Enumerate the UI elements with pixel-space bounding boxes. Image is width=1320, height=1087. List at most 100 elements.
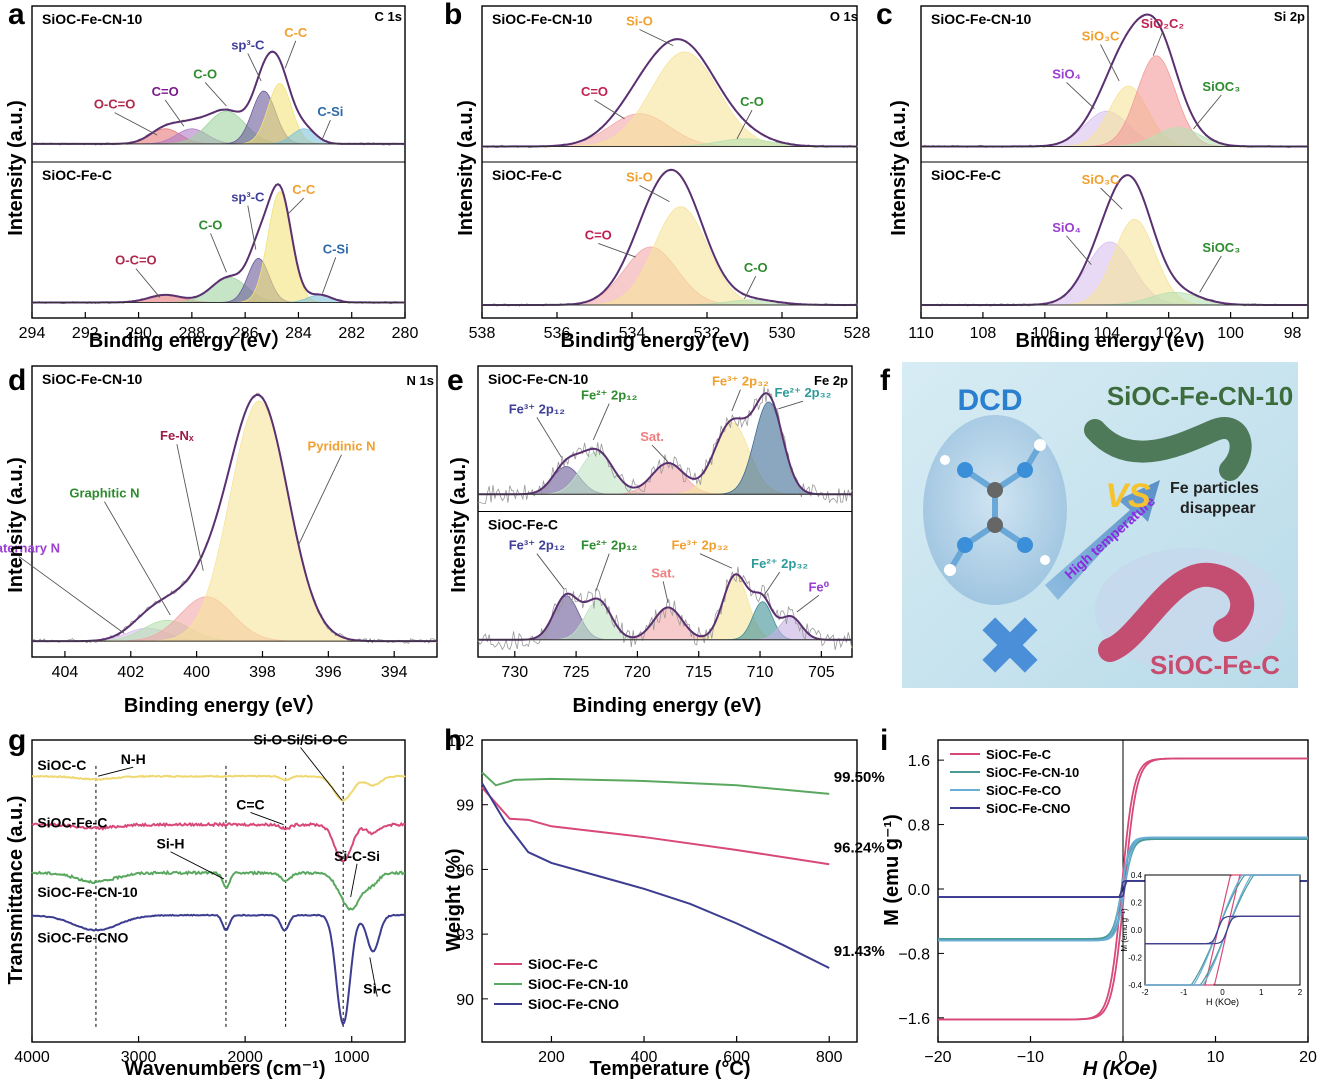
x-tick-label: 294 (19, 325, 46, 342)
x-tick-label: 2000 (227, 1049, 263, 1066)
peak-label-arrow (598, 243, 636, 258)
sample-name: SiOC-Fe-CN-10 (931, 11, 1032, 27)
peak-label: Fe³⁺ 2p₁₂ (509, 538, 566, 553)
inset-y-tick-label: 0.4 (1131, 871, 1143, 880)
plot-frame (481, 739, 858, 1043)
peak-label-arrow (1066, 82, 1095, 109)
peak-label-arrow (662, 581, 669, 603)
vsm-hysteresis-plot: −20 −10 0 10 20−1.6−0.80.00.81.6 SiOC-Fe-CSiO… (898, 739, 1317, 1066)
peak-SiO3C (921, 218, 1308, 306)
peak-Si-O (482, 51, 857, 147)
peak-label: Si-O (626, 169, 653, 184)
peak-label: C=O (585, 227, 612, 242)
inset-series-SiOC-Fe-CO (1145, 874, 1300, 986)
peak-label: Fe³⁺ 2p₃₂ (671, 538, 728, 553)
x-tick-label: 536 (544, 325, 571, 342)
dcd-molecule-icon (940, 439, 1050, 576)
peak-label: Fe²⁺ 2p₃₂ (774, 385, 831, 400)
y-tick-label: 99 (456, 798, 474, 815)
x-tick-label: −10 (1017, 1049, 1044, 1066)
x-tick-label: 280 (392, 325, 419, 342)
band-label: C=C (236, 796, 264, 812)
sioc-fe-c-fiber-icon (1098, 562, 1255, 662)
peak-label-arrow (536, 553, 565, 590)
band-label: SiOC-C (37, 757, 86, 773)
peak-label-arrow (731, 389, 741, 412)
peak-label-arrow (114, 112, 158, 136)
peak-label-arrow (298, 454, 342, 545)
series-SiOC-Fe-C (481, 786, 830, 866)
peak-label: C=O (581, 84, 608, 99)
vs-text: VS (1105, 477, 1151, 515)
legend-label: SiOC-Fe-CNO (986, 801, 1071, 816)
peak-label-arrow (135, 268, 161, 298)
y-axis-label: Intensity (a.u.) (455, 100, 477, 236)
inset-y-label: M (emu g⁻¹) (1120, 908, 1129, 952)
x-tick-label: 108 (970, 325, 997, 342)
xps-c1s-plot: 294 292 290 288 286 284 282 280 SiOC-Fe-CN-10 O-C… (19, 5, 419, 342)
x-tick-label: 288 (179, 325, 206, 342)
peak-label-arrow (744, 275, 757, 299)
high-temperature-arrow-icon (1045, 480, 1160, 600)
peak-label: Fe³⁺ 2p₃₂ (712, 374, 769, 389)
sample-name: SiOC-Fe-C (488, 517, 558, 533)
peak-label-arrow (247, 205, 257, 250)
element-label: O 1s (830, 9, 858, 24)
element-label: N 1s (407, 373, 434, 388)
xps-si2p-plot: 110 108 106 104 102 100 98SiOC-Fe-CN-10SiO₃CSi… (908, 5, 1309, 342)
peak-label-arrow (1152, 31, 1163, 56)
peak-label: Fe²⁺ 2p₁₂ (581, 388, 638, 403)
x-tick-label: 3000 (121, 1049, 157, 1066)
y-tick-label: 96 (456, 862, 474, 879)
ftir-plot: 4000 3000 2000 1000 SiOC-C SiOC-Fe-C SiOC-Fe-C… (14, 732, 406, 1066)
peak-label: SiOC₃ (1202, 240, 1240, 255)
element-label: Fe 2p (814, 373, 848, 388)
element-label: C 1s (375, 9, 402, 24)
x-tick-label: 530 (769, 325, 796, 342)
end-value-label: 99.50% (834, 769, 885, 786)
peak-label-arrow (763, 571, 781, 597)
peak-label: SiO₄ (1052, 220, 1081, 235)
peak-label-arrow (321, 120, 331, 140)
peak-label: SiOC₃ (1202, 79, 1240, 94)
peak-SiO3C (921, 85, 1308, 147)
band-label-arrow (97, 766, 134, 777)
xps-o1s-plot: 538 536 534 532 530 528 SiOC-Fe-CN-10 Si-O C=O C-… (469, 5, 870, 342)
x-tick-label: 710 (747, 664, 774, 681)
y-axis-label: Weight (%) (443, 849, 465, 952)
inset-y-tick-label: 0.2 (1131, 899, 1143, 908)
peak-label-arrow (778, 400, 804, 410)
inset-x-label: H (KOe) (1206, 997, 1239, 1007)
x-tick-label: 396 (315, 664, 342, 681)
xps-n1s-plot: 404 402 400 398 396 394 SiOC-Fe-CN-10 Pyridinic… (0, 365, 438, 681)
band-label: Si-C-Si (334, 848, 380, 864)
peak-label: Quaternary N (0, 540, 60, 555)
panel-g: g 4000 3000 2000 1000 SiOC-C SiOC-Fe-C SiOC-Fe… (5, 724, 406, 1080)
panel-letter-c: c (876, 0, 893, 31)
x-tick-label: 400 (183, 664, 210, 681)
panel-letter-d: d (8, 364, 26, 397)
x-axis-label: Binding energy (eV) (561, 330, 750, 352)
peak-label: SiO₄ (1052, 66, 1081, 81)
peak-label-arrow (639, 185, 670, 203)
peak-label: C-O (744, 260, 768, 275)
series-SiOC-Fe-C (31, 821, 406, 863)
band-label-arrow (300, 747, 343, 801)
peak-Pyridinic N (32, 400, 437, 642)
x-tick-label: 400 (631, 1049, 658, 1066)
x-axis-label: Binding energy (eV) (573, 695, 762, 717)
plot-frame (31, 739, 406, 1043)
peak-label-arrow (204, 82, 227, 107)
peak-label-arrow (18, 556, 125, 634)
legend-label: SiOC-Fe-CN-10 (528, 976, 629, 992)
peak-label-arrow (247, 53, 262, 82)
inset-x-tick-label: -2 (1141, 988, 1149, 997)
spectrum-0: SiOC-Fe-CN-10 O-C=O C=O C-O sp³-C C-C C-Si (31, 11, 406, 146)
x-axis-label: Binding energy (eV) (1016, 330, 1205, 352)
x-tick-label: 534 (619, 325, 646, 342)
panel-a: a 294 292 290 288 286 284 282 280 SiOC-Fe-CN-10 O… (5, 0, 418, 352)
peak-label-arrow (287, 197, 305, 215)
band-label: Si-C (363, 981, 391, 997)
peak-label: C=O (152, 84, 179, 99)
